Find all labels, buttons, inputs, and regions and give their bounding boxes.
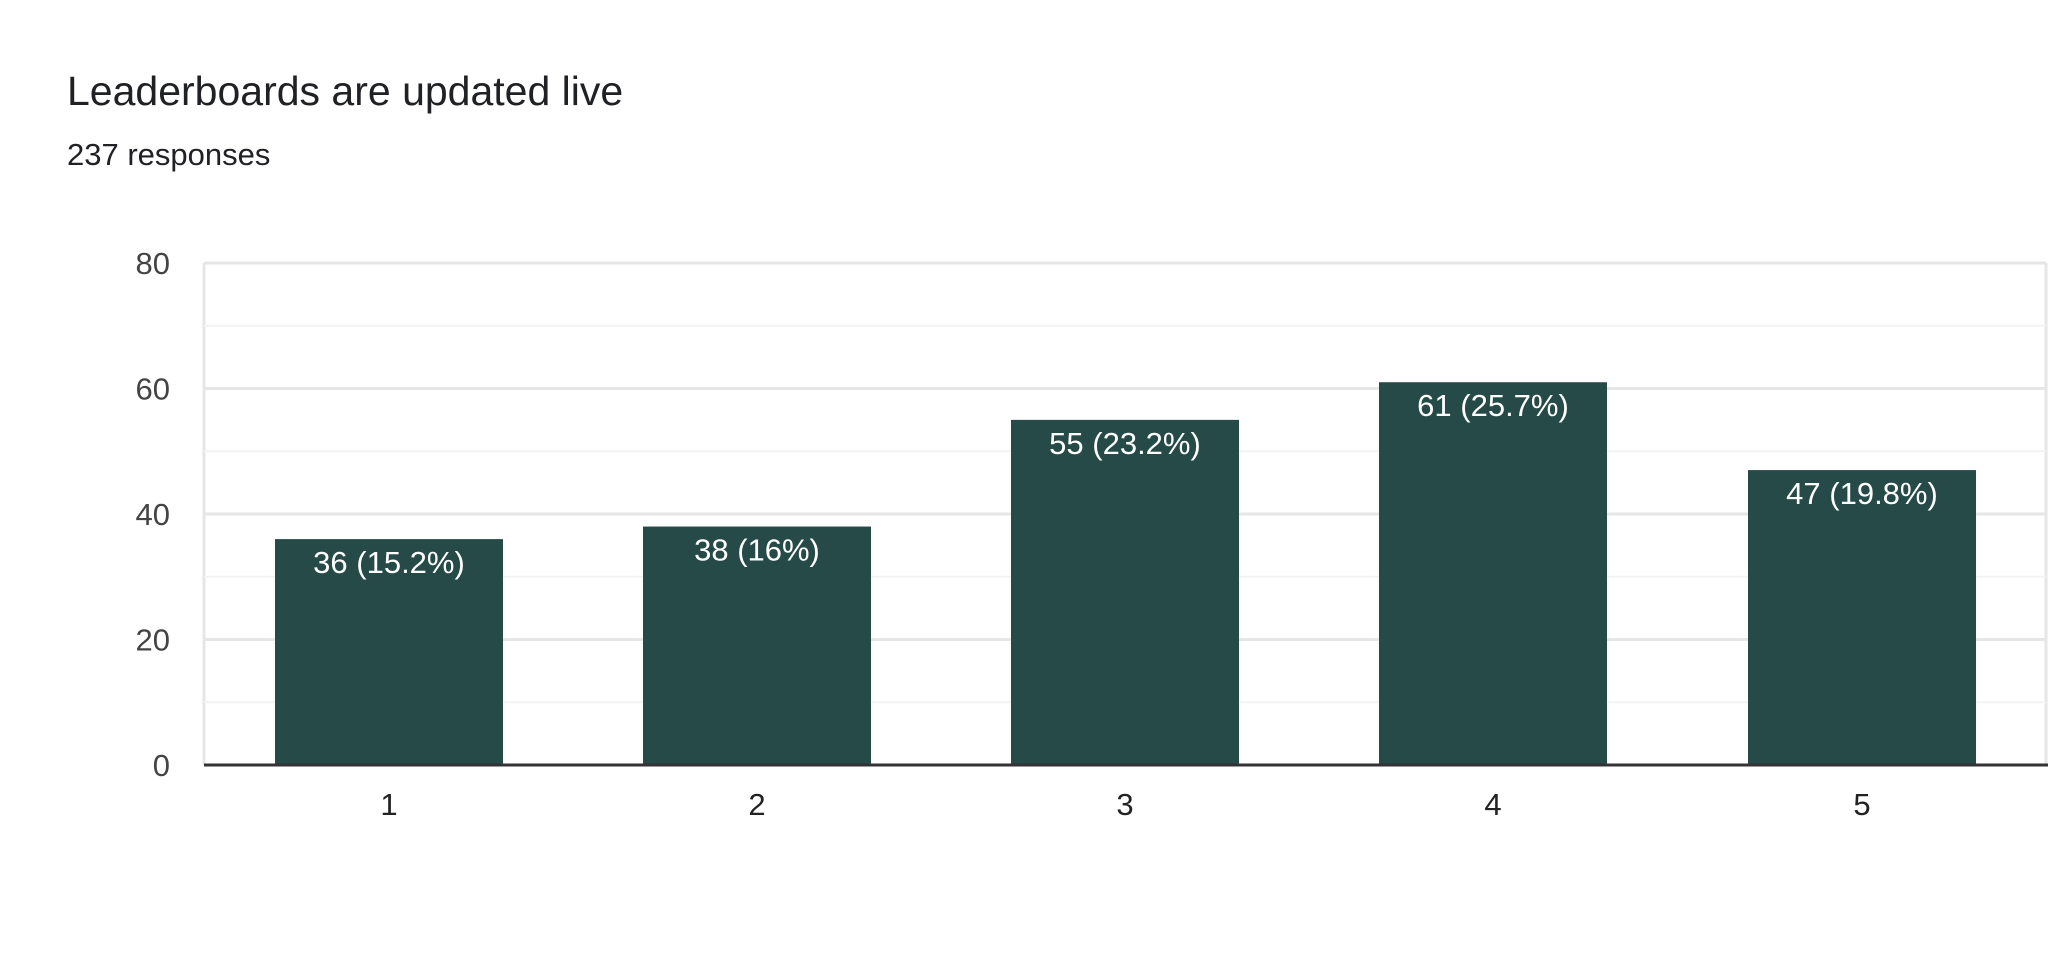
question-title: Leaderboards are updated live bbox=[67, 68, 624, 114]
bar-1 bbox=[275, 539, 503, 765]
x-tick-label: 4 bbox=[1484, 787, 1501, 822]
bar-value-label: 47 (19.8%) bbox=[1786, 476, 1938, 511]
response-count: 237 responses bbox=[67, 137, 271, 172]
bar-4 bbox=[1379, 382, 1607, 765]
y-tick-labels: 0 20 40 60 80 bbox=[136, 246, 170, 783]
x-tick-label: 5 bbox=[1853, 787, 1870, 822]
bar-value-label: 36 (15.2%) bbox=[313, 545, 465, 580]
x-tick-label: 1 bbox=[380, 787, 397, 822]
y-tick-label: 20 bbox=[136, 623, 170, 658]
y-tick-label: 40 bbox=[136, 497, 170, 532]
bar-labels: 36 (15.2%) 38 (16%) 55 (23.2%) 61 (25.7%) 47… bbox=[313, 388, 1938, 580]
y-tick-label: 0 bbox=[153, 748, 170, 783]
y-tick-label: 80 bbox=[136, 246, 170, 281]
bar-5 bbox=[1748, 470, 1976, 765]
bars bbox=[275, 382, 1976, 765]
x-tick-label: 2 bbox=[748, 787, 765, 822]
bar-2 bbox=[643, 526, 871, 765]
bar-value-label: 61 (25.7%) bbox=[1417, 388, 1569, 423]
y-tick-label: 60 bbox=[136, 372, 170, 407]
bar-value-label: 38 (16%) bbox=[694, 533, 820, 568]
bar-value-label: 55 (23.2%) bbox=[1049, 426, 1201, 461]
bar-3 bbox=[1011, 419, 1239, 765]
x-tick-label: 3 bbox=[1116, 787, 1133, 822]
x-tick-labels: 1 2 3 4 5 bbox=[380, 787, 1870, 822]
